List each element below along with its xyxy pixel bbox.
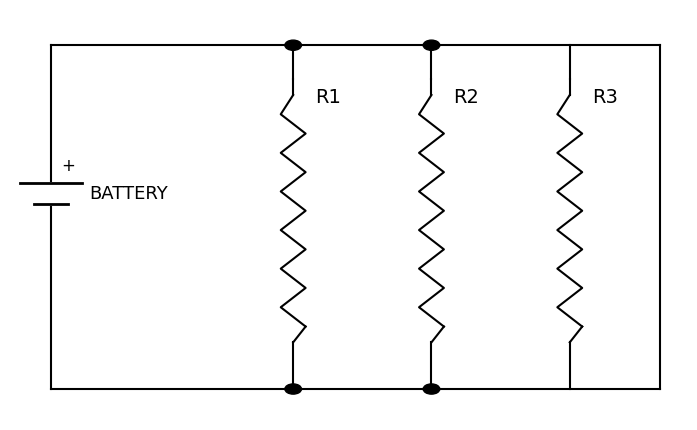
Circle shape [285, 40, 302, 50]
Text: R3: R3 [592, 88, 618, 107]
Text: +: + [61, 157, 75, 175]
Text: R2: R2 [454, 88, 480, 107]
Text: BATTERY: BATTERY [89, 185, 168, 203]
Circle shape [423, 40, 440, 50]
Text: R1: R1 [315, 88, 342, 107]
Circle shape [423, 384, 440, 394]
Circle shape [285, 384, 302, 394]
